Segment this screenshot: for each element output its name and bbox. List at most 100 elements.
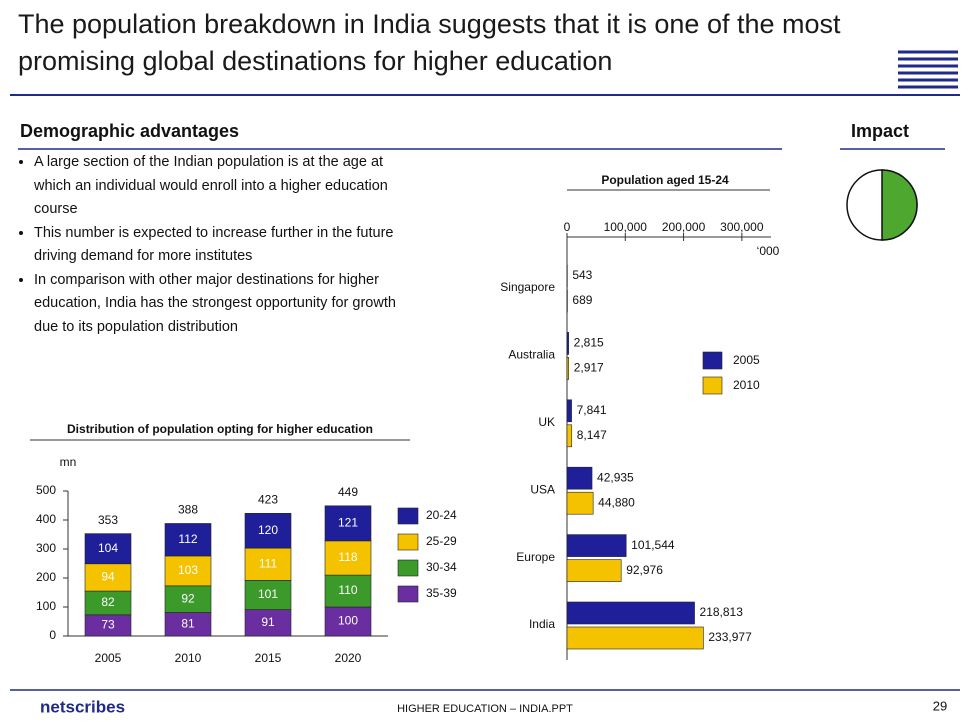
- bar: [566, 534, 627, 557]
- category-label: Europe: [516, 550, 555, 564]
- data-label: 100: [338, 614, 358, 628]
- category-label: Australia: [508, 348, 555, 362]
- legend-swatch: [397, 533, 419, 551]
- bullet: This number is expected to increase furt…: [34, 222, 419, 269]
- bar: [566, 601, 695, 625]
- data-label: 2,917: [574, 361, 604, 375]
- data-label: 110: [338, 583, 357, 597]
- bar-segment: [244, 513, 292, 549]
- x-tick-label: 2005: [95, 651, 122, 665]
- chart-title: Distribution of population opting for hi…: [67, 422, 373, 436]
- bullet: In comparison with other major destinati…: [34, 269, 419, 340]
- legend-swatch: [397, 507, 419, 525]
- data-label: 92,976: [626, 563, 663, 577]
- total-label: 423: [258, 493, 278, 507]
- chart-title: Population aged 15-24: [601, 173, 729, 187]
- total-label: 449: [338, 485, 358, 499]
- bar: [566, 399, 572, 423]
- left-heading: Demographic advantages: [20, 121, 239, 141]
- right-heading: Impact: [851, 121, 909, 141]
- x-tick-label: 0: [564, 220, 571, 234]
- bar-segment: [324, 606, 372, 637]
- data-label: 94: [101, 570, 115, 584]
- data-label: 112: [178, 532, 197, 546]
- data-label: 2,815: [574, 336, 604, 350]
- bar-segment: [164, 555, 212, 587]
- x-tick-label: 2020: [335, 651, 362, 665]
- legend-label: 30-34: [426, 560, 457, 574]
- data-label: 81: [181, 616, 195, 630]
- data-label: 118: [338, 550, 357, 564]
- y-axis-label: mn: [60, 455, 77, 469]
- category-label: USA: [530, 482, 555, 496]
- legend-label: 2010: [733, 378, 760, 392]
- bar: [566, 357, 570, 380]
- bar: [566, 559, 622, 582]
- x-tick-label: 200,000: [662, 220, 706, 234]
- data-label: 218,813: [700, 605, 744, 619]
- y-tick-label: 200: [36, 570, 56, 584]
- bar-segment: [324, 505, 372, 542]
- data-label: 8,147: [577, 428, 607, 442]
- menu-icon: [898, 50, 958, 89]
- data-label: 92: [181, 591, 195, 605]
- bar: [566, 491, 594, 515]
- legend-label: 2005: [733, 353, 760, 367]
- total-label: 353: [98, 513, 118, 527]
- bullet: A large section of the Indian population…: [34, 151, 419, 222]
- bar-segment: [244, 609, 292, 637]
- data-label: 101,544: [631, 538, 675, 552]
- y-tick-label: 0: [49, 628, 56, 642]
- y-tick-label: 300: [36, 541, 56, 555]
- y-tick-label: 400: [36, 512, 56, 526]
- bar-segment: [244, 580, 292, 610]
- footer-text: HIGHER EDUCATION – INDIA.PPT: [397, 703, 573, 715]
- data-label: 73: [101, 618, 115, 632]
- bar-segment: [324, 540, 372, 576]
- logo: netscribes: [40, 697, 125, 716]
- data-label: 111: [259, 556, 278, 570]
- data-label: 101: [258, 587, 278, 601]
- bar-segment: [164, 523, 212, 557]
- data-label: 121: [338, 516, 358, 530]
- y-tick-label: 100: [36, 599, 56, 613]
- legend-label: 20-24: [426, 508, 457, 522]
- x-tick-label: 2015: [255, 651, 282, 665]
- legend-label: 35-39: [426, 586, 457, 600]
- legend-label: 25-29: [426, 534, 457, 548]
- data-label: 42,935: [597, 470, 634, 484]
- bar: [566, 424, 573, 448]
- x-axis-label: ‘000: [757, 244, 780, 258]
- legend-swatch: [397, 585, 419, 603]
- data-label: 91: [261, 615, 275, 629]
- bullet-list: A large section of the Indian population…: [22, 151, 419, 339]
- data-label: 543: [572, 268, 592, 282]
- data-label: 82: [101, 595, 115, 609]
- x-tick-label: 300,000: [720, 220, 764, 234]
- impact-ball: [846, 169, 918, 241]
- data-label: 44,880: [598, 495, 635, 509]
- bar-segment: [84, 533, 132, 565]
- bar: [566, 626, 704, 650]
- data-label: 233,977: [708, 630, 752, 644]
- legend-swatch: [397, 559, 419, 577]
- bar-segment: [164, 585, 212, 613]
- data-label: 689: [572, 293, 592, 307]
- page-number: 29: [933, 698, 947, 713]
- y-tick-label: 500: [36, 483, 56, 497]
- data-label: 104: [98, 541, 118, 555]
- category-label: India: [529, 617, 555, 631]
- legend-swatch: [702, 351, 723, 370]
- x-tick-label: 100,000: [604, 220, 648, 234]
- category-label: UK: [538, 415, 555, 429]
- total-label: 388: [178, 503, 198, 517]
- data-label: 103: [178, 563, 198, 577]
- legend-swatch: [702, 376, 723, 395]
- data-label: 7,841: [577, 403, 607, 417]
- x-tick-label: 2010: [175, 651, 202, 665]
- slide-title: The population breakdown in India sugges…: [18, 9, 841, 76]
- bar: [566, 466, 593, 490]
- bar: [566, 332, 569, 355]
